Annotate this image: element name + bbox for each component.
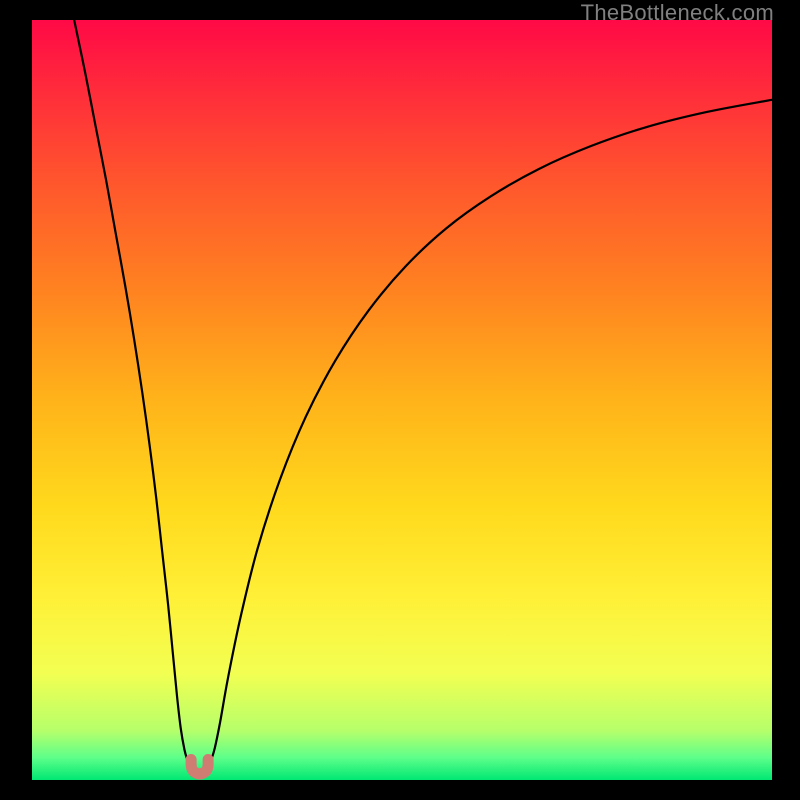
plot-frame bbox=[32, 20, 772, 780]
bottom-u-marker bbox=[191, 759, 208, 773]
curve-right-branch bbox=[211, 100, 772, 760]
curve-left-branch bbox=[74, 20, 187, 760]
curve-layer bbox=[32, 20, 772, 780]
figure-stage: TheBottleneck.com bbox=[0, 0, 800, 800]
